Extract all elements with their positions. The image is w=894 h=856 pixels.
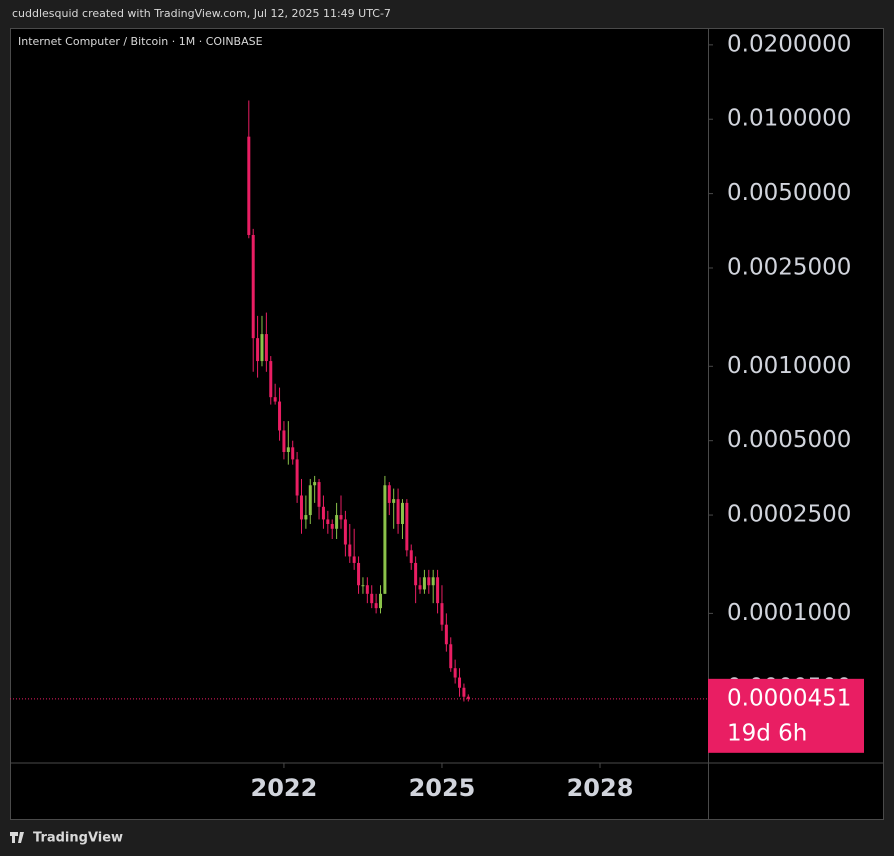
candle-body: [317, 482, 321, 507]
candle-body: [357, 562, 361, 586]
candle-body: [466, 696, 470, 699]
time-axis: [10, 763, 708, 820]
y-tick-label: 0.0100000: [727, 106, 851, 132]
candle-body: [436, 577, 440, 604]
candle-body: [449, 644, 453, 669]
candle-body: [440, 603, 444, 625]
candle-body: [453, 668, 457, 678]
logo-mark: [10, 832, 24, 843]
candle-body: [247, 136, 251, 235]
candle-body: [260, 334, 264, 362]
x-tick-label: 2022: [251, 774, 318, 802]
candle-body: [264, 334, 268, 362]
candle-body: [330, 524, 334, 529]
candle-body: [278, 401, 282, 431]
candle-body: [444, 624, 448, 645]
candle-body: [273, 397, 277, 402]
candle-body: [414, 562, 418, 586]
frame: [10, 28, 884, 820]
candle-body: [379, 593, 383, 609]
y-tick-label: 0.0001000: [727, 600, 851, 626]
candle-body: [352, 556, 356, 563]
x-tick-label: 2025: [409, 774, 476, 802]
candle-body: [427, 577, 431, 586]
candle-body: [291, 447, 295, 460]
candle-body: [422, 577, 426, 590]
candle-body: [396, 499, 400, 525]
y-tick-label: 0.0010000: [727, 353, 851, 379]
plot-area: [10, 28, 708, 763]
candle-body: [348, 544, 352, 557]
candle-body: [370, 593, 374, 604]
y-tick-label: 0.0050000: [727, 180, 851, 206]
top-bar: [0, 0, 894, 28]
candle-body: [251, 234, 255, 339]
candle-body: [335, 515, 339, 529]
chart-title: Internet Computer / Bitcoin · 1M · COINB…: [18, 35, 263, 48]
price-label-box: [708, 678, 864, 753]
y-tick-label: 0.0200000: [727, 31, 851, 57]
candle-body: [418, 585, 422, 590]
candle-body: [405, 502, 409, 551]
candle-body: [400, 502, 404, 525]
footer-text: TradingView: [33, 831, 123, 846]
candle-body: [326, 519, 330, 525]
candles: [247, 100, 470, 702]
candle-body: [374, 603, 378, 609]
candle-body: [409, 550, 413, 563]
y-tick-label: 0.0002500: [727, 502, 851, 528]
candle-body: [295, 459, 299, 496]
y-tick-label: 0.0005000: [727, 427, 851, 453]
y-tick-label: 0.0025000: [727, 254, 851, 280]
candle-body: [462, 687, 466, 697]
candle-body: [286, 447, 290, 452]
header-text: cuddlesquid created with TradingView.com…: [12, 7, 391, 20]
candle-body: [282, 430, 286, 452]
candle-body: [383, 485, 387, 594]
candle-body: [308, 485, 312, 516]
candle-body: [343, 519, 347, 545]
countdown-label: 19d 6h: [727, 720, 807, 746]
candle-body: [269, 361, 273, 398]
candle-body: [339, 515, 343, 520]
x-tick-label: 2028: [567, 774, 634, 802]
candle-body: [361, 585, 365, 587]
candle-body: [299, 495, 303, 520]
candle-body: [392, 499, 396, 503]
candle-body: [304, 515, 308, 520]
candle-body: [458, 677, 462, 688]
candle-body: [313, 482, 317, 486]
candle-body: [387, 485, 391, 503]
logo: TradingView: [10, 831, 123, 846]
candle-body: [431, 577, 435, 586]
price-label: 0.0000451: [727, 685, 851, 711]
candle-body: [256, 338, 260, 362]
candle-body: [321, 506, 325, 520]
candle-body: [365, 585, 369, 594]
